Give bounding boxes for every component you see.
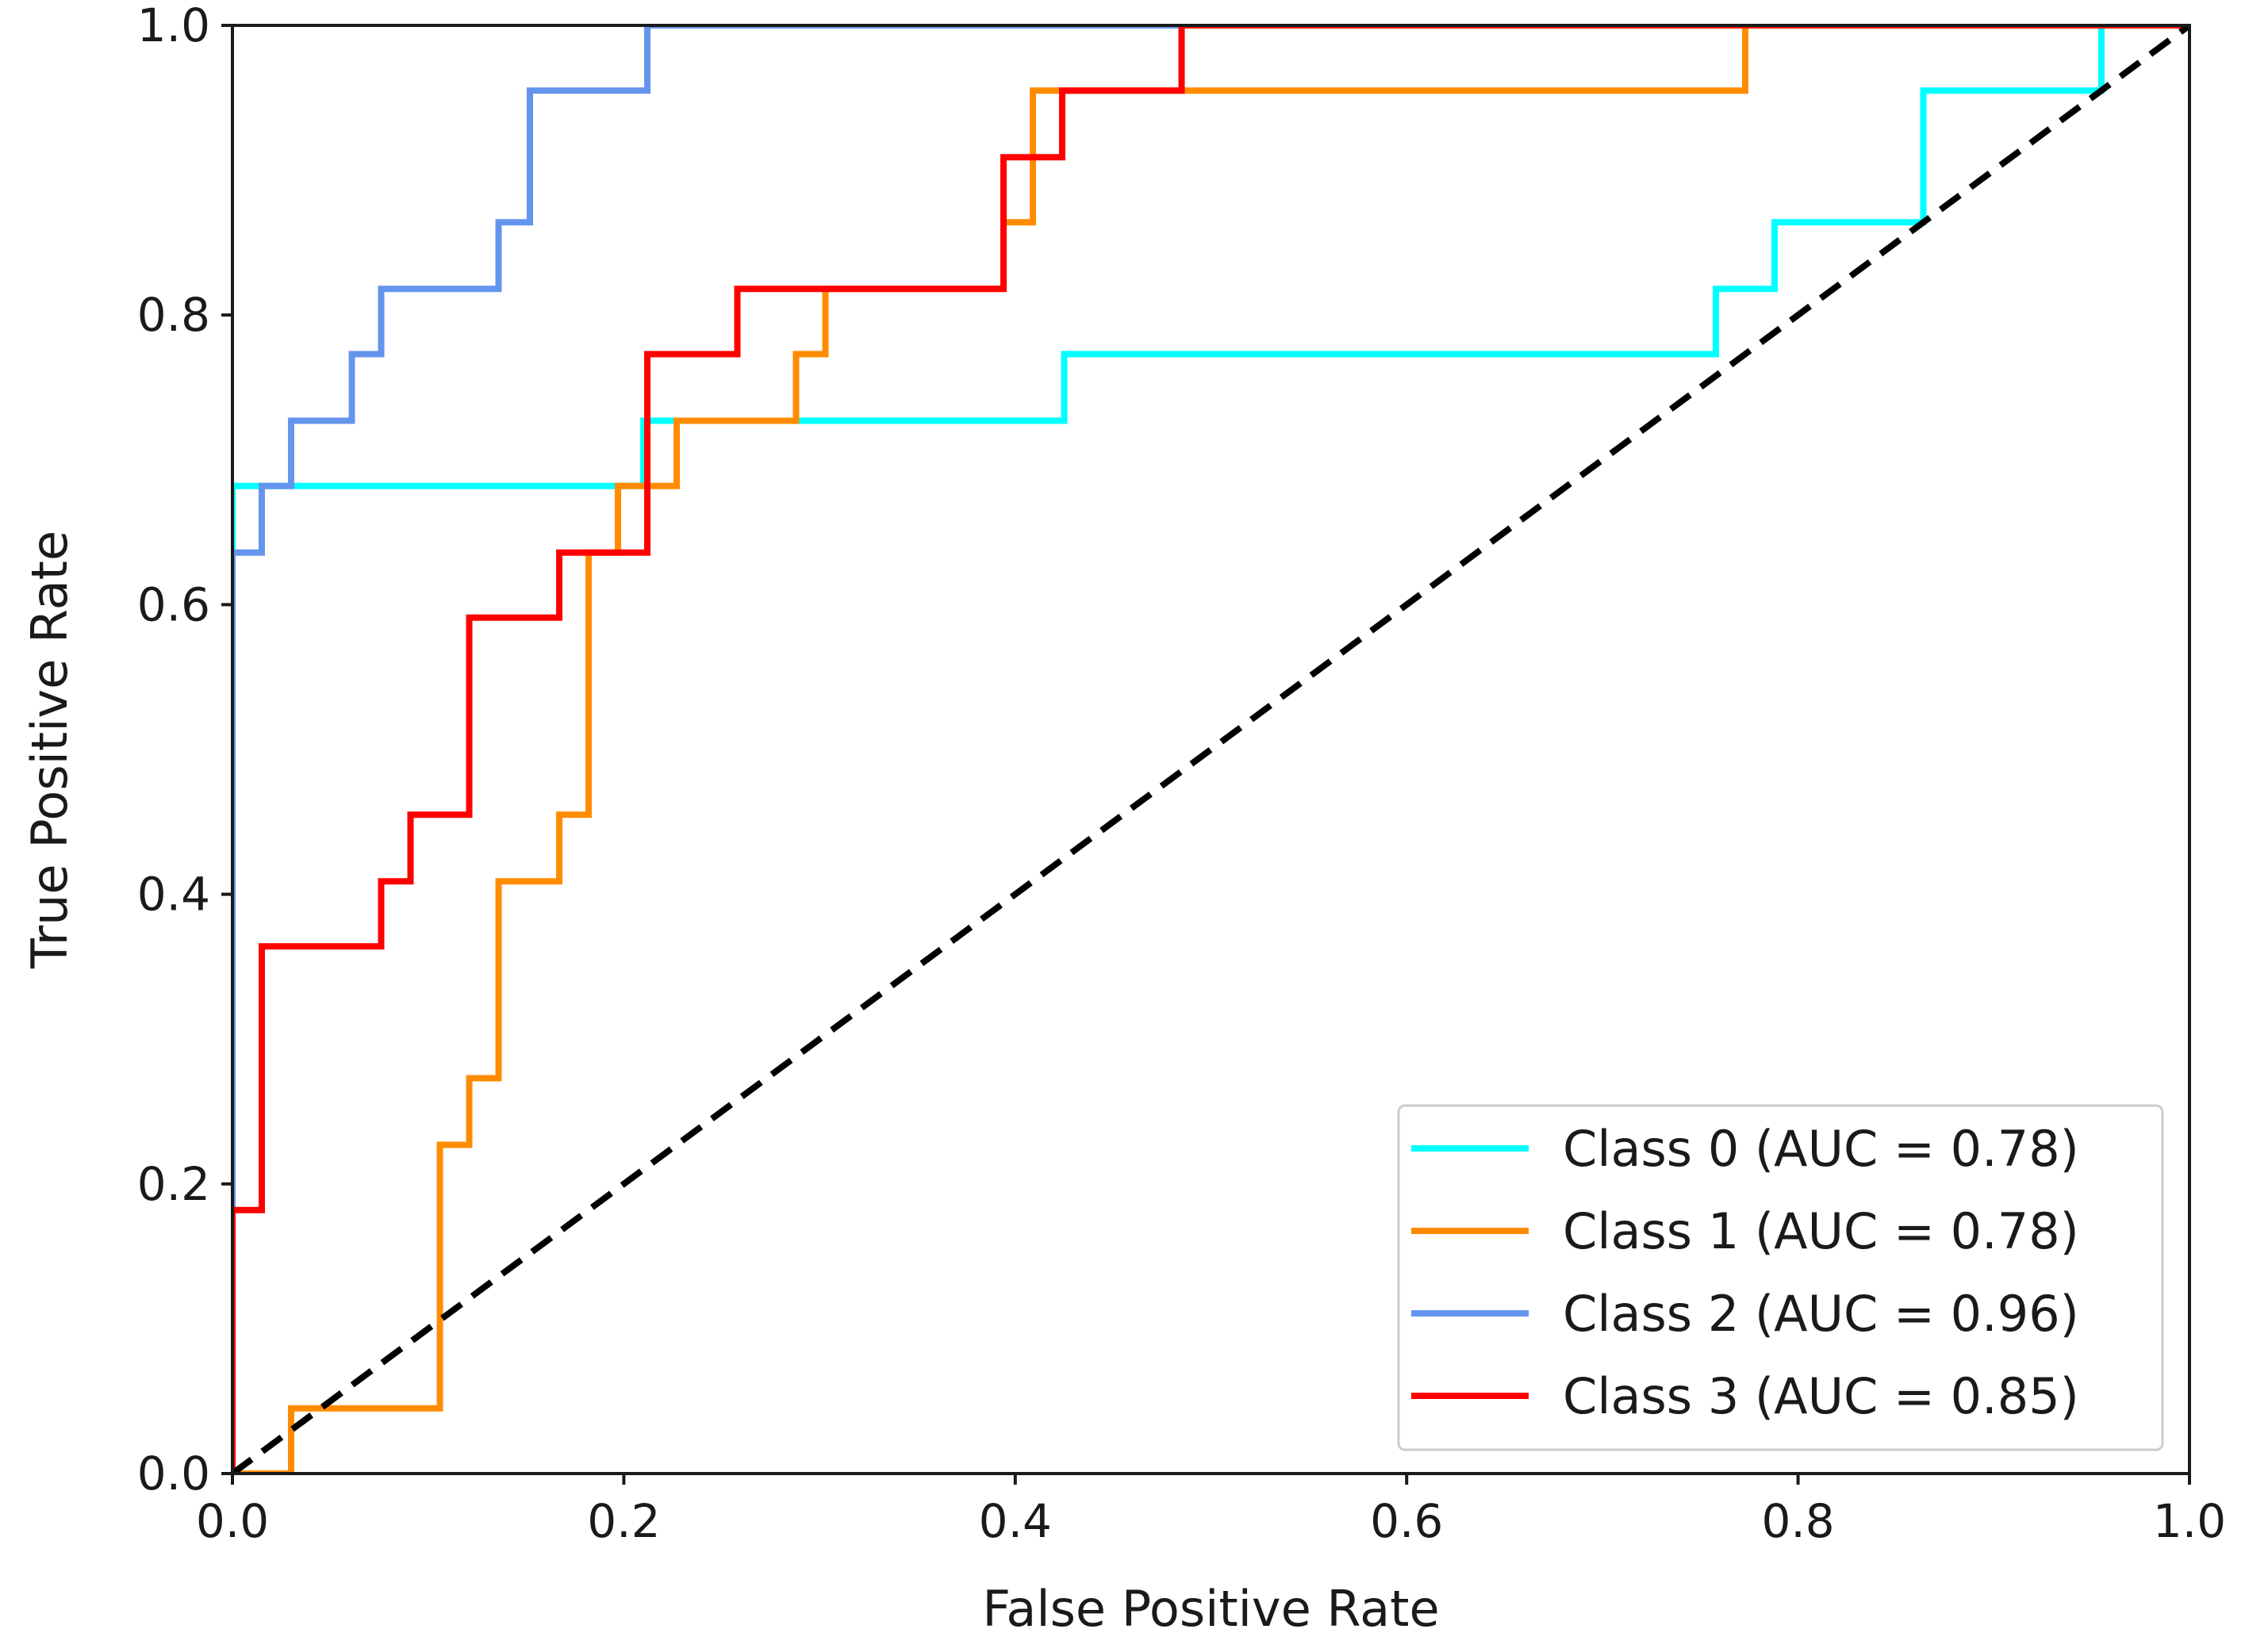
legend-label-class-0: Class 0 (AUC = 0.78) — [1563, 1120, 2079, 1178]
roc-line-class-0 — [232, 25, 2189, 1474]
chance-diagonal-line — [232, 25, 2189, 1474]
legend-frame — [1397, 1104, 2164, 1451]
x-tick-label: 0.0 — [196, 1494, 269, 1548]
roc-line-class-2 — [232, 25, 2189, 1474]
legend-label-class-3: Class 3 (AUC = 0.85) — [1563, 1367, 2079, 1425]
axis-ticks: 0.0 0.2 0.4 0.6 0.8 1.0 0.0 0.2 0.4 0.6 0.8 1.0 — [137, 0, 2226, 1548]
legend-label-class-1: Class 1 (AUC = 0.78) — [1563, 1202, 2079, 1260]
roc-line-class-1 — [232, 25, 2189, 1474]
roc-line-class-3 — [232, 25, 2189, 1474]
x-axis-label: False Positive Rate — [982, 1580, 1439, 1638]
y-tick-label: 0.8 — [137, 288, 210, 342]
x-tick-label: 0.4 — [979, 1494, 1052, 1548]
legend-label-class-2: Class 2 (AUC = 0.96) — [1563, 1285, 2079, 1343]
y-axis-label: True Positive Rate — [21, 531, 79, 969]
y-tick-label: 0.6 — [137, 577, 210, 631]
y-tick-label: 0.4 — [137, 868, 210, 922]
y-tick-label: 0.2 — [137, 1157, 210, 1211]
y-tick-label: 0.0 — [137, 1447, 210, 1501]
legend: Class 0 (AUC = 0.78) Class 1 (AUC = 0.78)… — [1397, 1104, 2164, 1451]
x-tick-label: 0.2 — [587, 1494, 660, 1548]
x-tick-label: 0.8 — [1761, 1494, 1834, 1548]
plot-area — [232, 25, 2189, 1474]
x-tick-label: 0.6 — [1370, 1494, 1443, 1548]
y-tick-label: 1.0 — [137, 0, 210, 52]
axes-frame — [231, 24, 2191, 1475]
x-tick-label: 1.0 — [2153, 1494, 2226, 1548]
